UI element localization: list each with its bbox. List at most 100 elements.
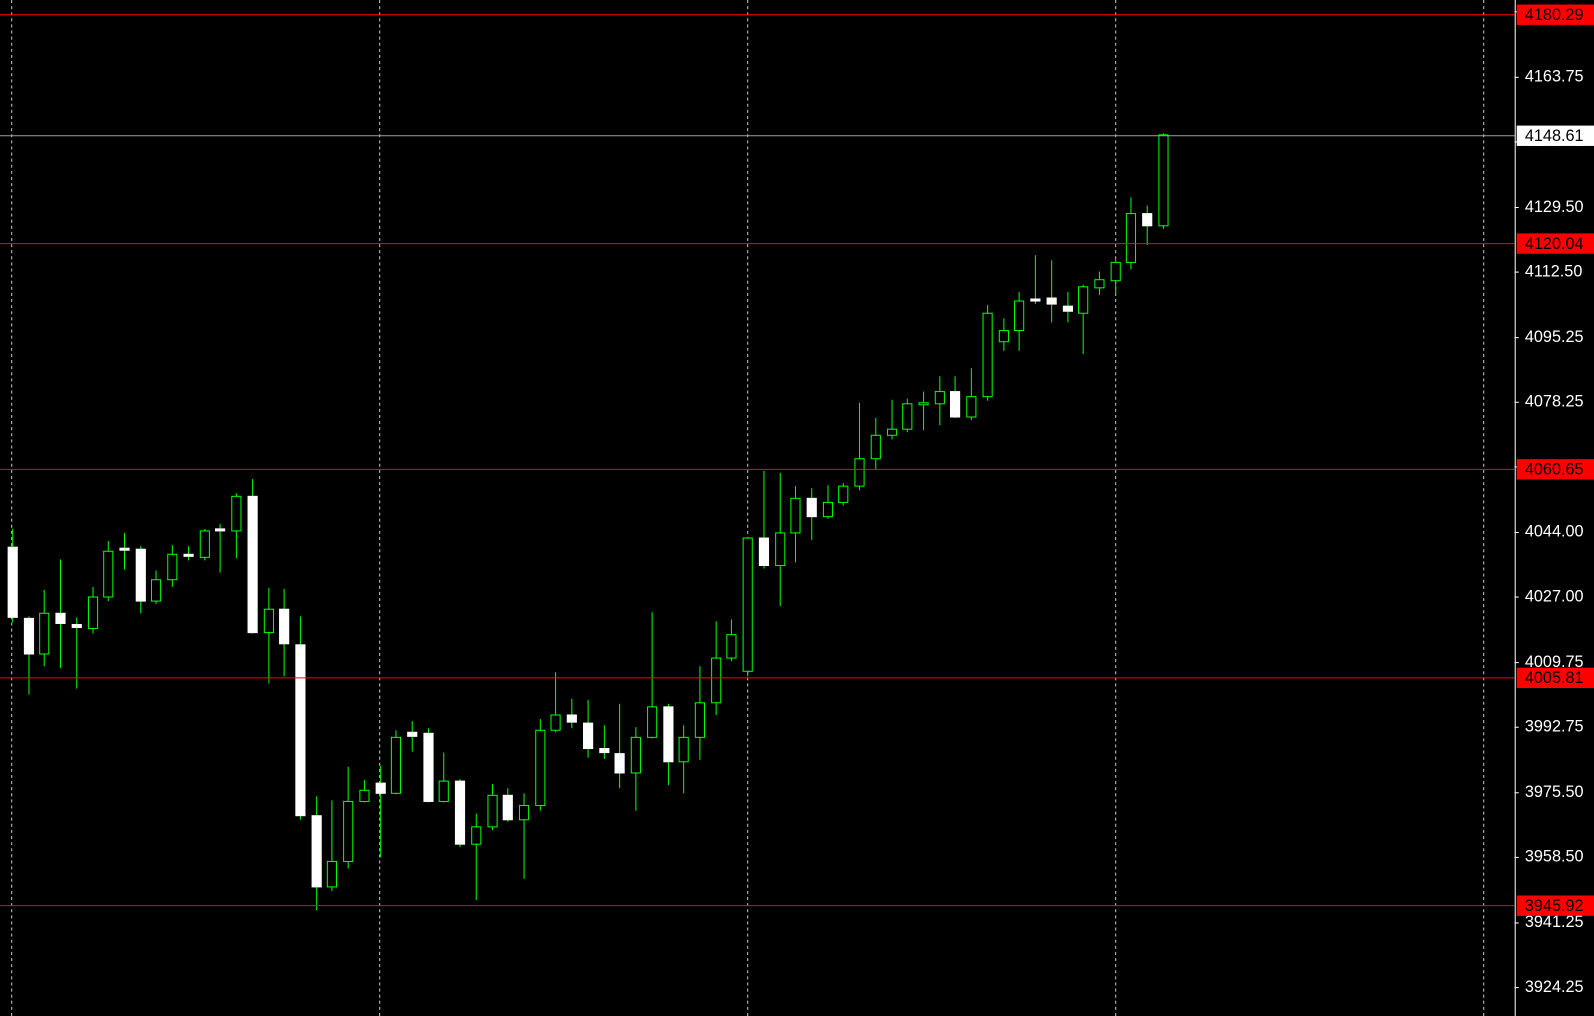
candle-body xyxy=(167,553,178,581)
candle-body xyxy=(135,548,146,602)
candle-body xyxy=(87,596,99,630)
candle-body xyxy=(758,537,770,567)
candle-body xyxy=(215,528,226,532)
candle-body xyxy=(1062,305,1074,312)
y-tick-label: 4044.00 xyxy=(1525,523,1584,541)
candle-body xyxy=(678,736,689,763)
candle-body xyxy=(1030,298,1041,302)
level-label: 4120.04 xyxy=(1525,235,1584,253)
level-label-bg xyxy=(1516,459,1594,480)
candle-body xyxy=(454,780,466,845)
candle-body xyxy=(663,706,674,763)
candle-body xyxy=(199,530,210,558)
candle-body xyxy=(375,782,386,794)
candle-body xyxy=(726,634,737,659)
candle-body xyxy=(39,612,50,655)
candle-body xyxy=(630,736,641,774)
candle-body xyxy=(1014,300,1025,332)
candle-body xyxy=(326,860,337,888)
candle-body xyxy=(535,729,546,807)
candle-body xyxy=(23,617,35,655)
candle-body xyxy=(1046,297,1057,305)
y-tick-label: 4095.25 xyxy=(1525,328,1584,346)
candle-body xyxy=(359,789,370,802)
candle-body xyxy=(790,497,801,534)
candle-body xyxy=(55,612,66,624)
candle-body xyxy=(566,714,577,723)
candle-body xyxy=(183,553,194,557)
level-label-bg xyxy=(1516,4,1594,25)
candle-body xyxy=(343,800,354,862)
y-tick-label: 3975.50 xyxy=(1525,783,1584,801)
candle-body xyxy=(247,495,258,634)
y-tick-label: 3992.75 xyxy=(1525,718,1584,736)
y-tick-label: 4009.75 xyxy=(1525,653,1584,671)
candle-body xyxy=(1125,213,1137,263)
candle-body xyxy=(934,391,945,405)
candle-body xyxy=(838,485,849,503)
candle-body xyxy=(1158,134,1169,227)
candle-body xyxy=(998,330,1009,343)
candle-body xyxy=(854,458,865,487)
candle-body xyxy=(1094,279,1105,289)
y-tick-label: 4078.25 xyxy=(1525,393,1584,411)
candle-body xyxy=(949,391,961,418)
candle-body xyxy=(502,794,513,821)
candle-body xyxy=(614,753,625,774)
candle-body xyxy=(231,495,242,532)
level-label-bg xyxy=(1516,233,1594,254)
y-tick-label: 4129.50 xyxy=(1525,198,1584,216)
level-label: 3945.92 xyxy=(1525,897,1584,915)
candle-body xyxy=(711,657,722,704)
candle-body xyxy=(150,579,162,602)
y-tick-label: 3958.50 xyxy=(1525,848,1584,866)
level-label: 4060.65 xyxy=(1525,461,1584,479)
candle-body xyxy=(886,428,898,436)
candle-body xyxy=(647,706,658,738)
y-tick-label: 4112.50 xyxy=(1525,262,1583,280)
level-label-bg xyxy=(1516,895,1594,916)
candle-body xyxy=(407,731,418,737)
candle-body xyxy=(550,714,561,731)
candle-body xyxy=(902,403,913,430)
bid-label-bg xyxy=(1516,125,1594,146)
candle-body xyxy=(423,732,434,802)
candle-body xyxy=(870,434,881,460)
y-tick-label: 4027.00 xyxy=(1525,587,1584,605)
level-label-bg xyxy=(1516,667,1594,689)
candle-body xyxy=(71,623,82,629)
y-tick-label: 3924.25 xyxy=(1525,978,1584,996)
candle-body xyxy=(103,550,114,598)
candle-body xyxy=(119,547,130,551)
candle-body xyxy=(982,312,993,398)
candle-body xyxy=(918,402,929,406)
y-tick-label: 3941.25 xyxy=(1525,913,1584,931)
candle-body xyxy=(263,608,274,634)
candle-body xyxy=(518,805,530,821)
candle-body xyxy=(966,396,977,418)
candle-body xyxy=(806,497,817,518)
candle-body xyxy=(471,826,482,845)
candle-body xyxy=(583,722,594,750)
bid-label: 4148.61 xyxy=(1525,127,1584,145)
candle-body xyxy=(295,644,306,817)
candle-body xyxy=(390,736,402,794)
candle-body xyxy=(1110,261,1121,282)
candle-body xyxy=(311,815,322,888)
y-tick-label: 4163.75 xyxy=(1525,68,1584,86)
candle-body xyxy=(599,748,610,754)
candle-body xyxy=(7,546,18,618)
candle-body xyxy=(742,537,753,672)
candle-body xyxy=(775,532,786,567)
candle-body xyxy=(438,780,449,802)
candle-body xyxy=(1142,213,1153,227)
candle-body xyxy=(694,702,705,738)
candle-body xyxy=(279,608,290,645)
candle-body xyxy=(822,501,834,518)
candle-body xyxy=(487,794,498,828)
candle-body xyxy=(1078,286,1089,314)
level-label: 4005.81 xyxy=(1525,669,1584,687)
level-label: 4180.29 xyxy=(1525,6,1584,24)
